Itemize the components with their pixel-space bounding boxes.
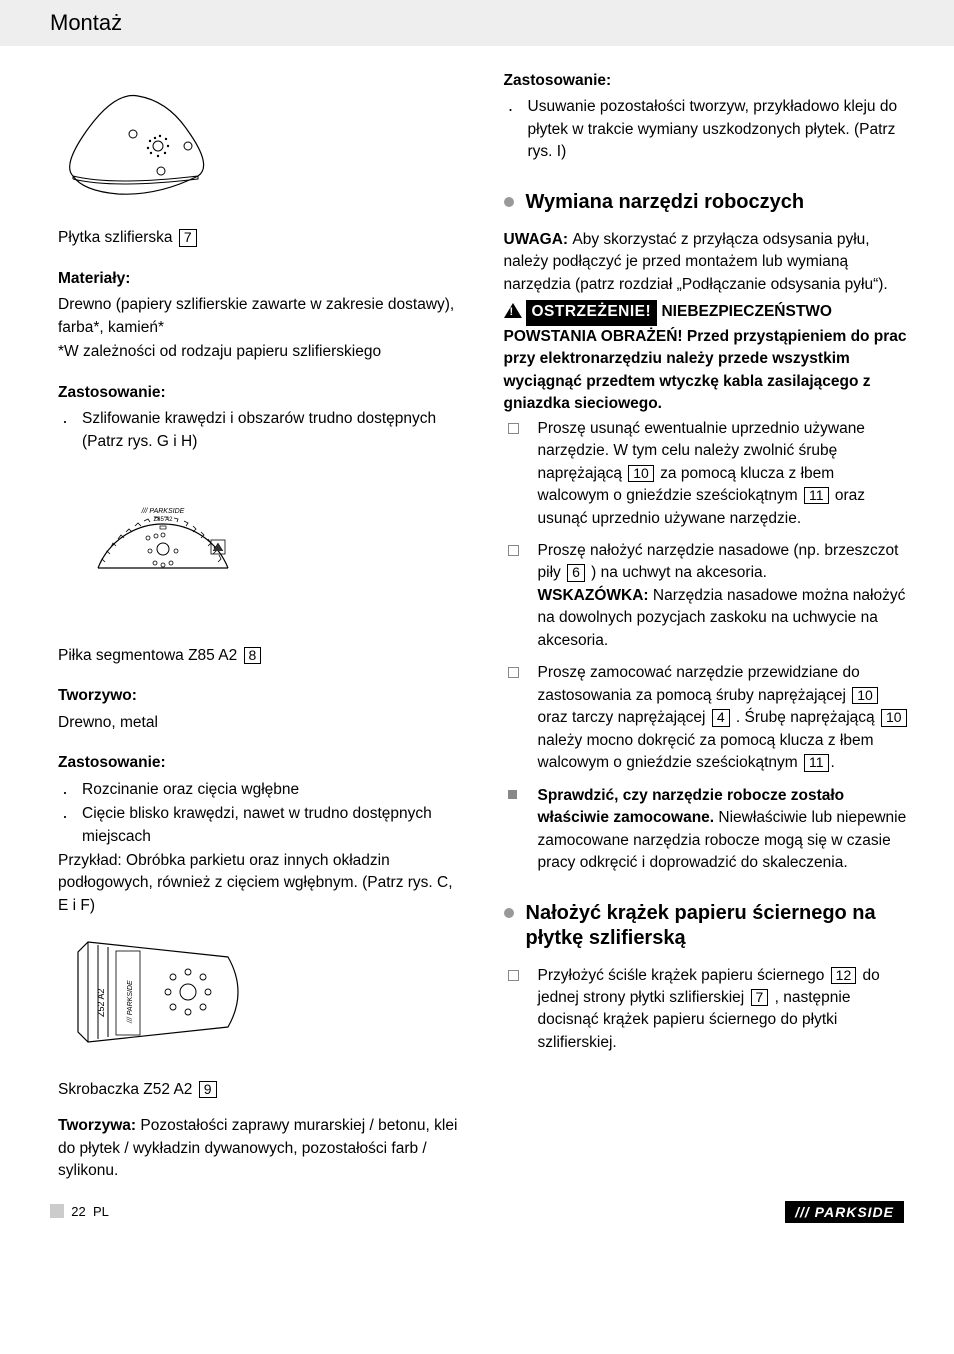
check-list: Sprawdzić, czy narzędzie robocze zostało… bbox=[504, 785, 910, 875]
caption-scraper: Skrobaczka Z52 A2 9 bbox=[58, 1079, 464, 1101]
scraper-model: Z52 A2 bbox=[96, 989, 106, 1018]
ref-10c: 10 bbox=[881, 709, 907, 726]
ref-11a: 11 bbox=[804, 487, 829, 504]
brand-logo: /// PARKSIDE bbox=[785, 1201, 904, 1223]
use1-item1: Szlifowanie krawędzi i obszarów trudno d… bbox=[82, 408, 464, 453]
brand-name: PARKSIDE bbox=[810, 1204, 894, 1220]
tworzywa-label: Tworzywa: bbox=[58, 1117, 140, 1134]
step-3: Proszę zamocować narzędzie przewidziane … bbox=[538, 662, 910, 774]
tworzywa-para: Tworzywa: Pozostałości zaprawy murarskie… bbox=[58, 1115, 464, 1182]
ref-12: 12 bbox=[831, 967, 857, 984]
uwaga-para: UWAGA: Aby skorzystać z przyłącza odsysa… bbox=[504, 229, 910, 296]
section2-title-text: Nałożyć krążek papieru ściernego na płyt… bbox=[526, 901, 910, 951]
page-body: Płytka szlifierska 7 Materiały: Drewno (… bbox=[0, 46, 954, 1195]
uwaga-label: UWAGA: bbox=[504, 231, 573, 248]
ref-6: 6 bbox=[567, 564, 585, 581]
final-list: Przyłożyć ściśle krążek papieru ścierneg… bbox=[504, 965, 910, 1055]
use3-list: Usuwanie pozostałości tworzyw, przykłado… bbox=[504, 96, 910, 163]
brand-slashes: /// bbox=[795, 1204, 810, 1220]
bullet-icon bbox=[504, 197, 514, 207]
use2-list: Rozcinanie oraz cięcia wgłębne Cięcie bl… bbox=[58, 779, 464, 848]
section-title-text: Wymiana narzędzi roboczych bbox=[526, 190, 805, 215]
wskazowka-label: WSKAZÓWKA: bbox=[538, 587, 653, 604]
warning-pill: OSTRZEŻENIE! bbox=[526, 300, 658, 325]
heading-tworzywo: Tworzywo: bbox=[58, 685, 464, 707]
warning-triangle-icon bbox=[504, 303, 522, 318]
brand-mark: /// PARKSIDE bbox=[141, 508, 185, 515]
right-column: Zastosowanie: Usuwanie pozostałości twor… bbox=[504, 66, 910, 1185]
step-2: Proszę nałożyć narzędzie nasadowe (np. b… bbox=[538, 540, 910, 652]
brand-mark-2: /// PARKSIDE bbox=[127, 980, 134, 1024]
ref-9: 9 bbox=[199, 1081, 217, 1098]
heading-use3: Zastosowanie: bbox=[504, 70, 910, 92]
use1-list: Szlifowanie krawędzi i obszarów trudno d… bbox=[58, 408, 464, 453]
materials-line1: Drewno (papiery szlifierskie zawarte w z… bbox=[58, 294, 464, 339]
page-number: 22 bbox=[71, 1204, 85, 1219]
section-tool-change: Wymiana narzędzi roboczych bbox=[504, 190, 910, 215]
page-marker-icon bbox=[50, 1204, 64, 1218]
caption-text-2: Piłka segmentowa Z85 A2 bbox=[58, 647, 242, 664]
caption-sanding-plate: Płytka szlifierska 7 bbox=[58, 227, 464, 249]
ref-4: 4 bbox=[712, 709, 730, 726]
diagram-scraper: Z52 A2 /// PARKSIDE bbox=[58, 927, 464, 1064]
heading-use2: Zastosowanie: bbox=[58, 752, 464, 774]
caption-text-3: Skrobaczka Z52 A2 bbox=[58, 1081, 197, 1098]
ref-10a: 10 bbox=[628, 465, 654, 482]
heading-use1: Zastosowanie: bbox=[58, 382, 464, 404]
page-lang: PL bbox=[93, 1204, 109, 1219]
section-sandpaper: Nałożyć krążek papieru ściernego na płyt… bbox=[504, 901, 910, 951]
diagram-sanding-plate bbox=[58, 76, 464, 213]
final-step: Przyłożyć ściśle krążek papieru ścierneg… bbox=[538, 965, 910, 1055]
ref-11b: 11 bbox=[804, 754, 829, 771]
check-item: Sprawdzić, czy narzędzie robocze zostało… bbox=[538, 785, 910, 875]
tworzywo-text: Drewno, metal bbox=[58, 712, 464, 734]
diagram-segment-saw: /// PARKSIDE Z85 A2 bbox=[78, 463, 464, 630]
header-title: Montaż bbox=[50, 10, 122, 35]
use2-example: Przykład: Obróbka parkietu oraz innych o… bbox=[58, 850, 464, 917]
page-header: Montaż bbox=[0, 0, 954, 46]
model-label: Z85 A2 bbox=[153, 517, 173, 523]
step-1: Proszę usunąć ewentualnie uprzednio używ… bbox=[538, 418, 910, 530]
caption-text: Płytka szlifierska bbox=[58, 229, 177, 246]
heading-materials: Materiały: bbox=[58, 268, 464, 290]
use3-item1: Usuwanie pozostałości tworzyw, przykłado… bbox=[528, 96, 910, 163]
use2-item2: Cięcie blisko krawędzi, nawet w trudno d… bbox=[82, 803, 464, 848]
ref-7: 7 bbox=[179, 229, 197, 246]
page-number-block: 22 PL bbox=[50, 1204, 109, 1219]
caption-segment-saw: Piłka segmentowa Z85 A2 8 bbox=[58, 645, 464, 667]
left-column: Płytka szlifierska 7 Materiały: Drewno (… bbox=[58, 66, 464, 1185]
ref-7b: 7 bbox=[751, 989, 769, 1006]
materials-line2: *W zależności od rodzaju papieru szlifie… bbox=[58, 341, 464, 363]
use2-item1: Rozcinanie oraz cięcia wgłębne bbox=[82, 779, 464, 801]
warning-block: OSTRZEŻENIE! NIEBEZPIECZEŃSTWO POWSTANIA… bbox=[504, 300, 910, 415]
page-footer: 22 PL /// PARKSIDE bbox=[0, 1195, 954, 1237]
ref-8: 8 bbox=[244, 647, 262, 664]
bullet-icon-2 bbox=[504, 908, 514, 918]
ref-10b: 10 bbox=[852, 687, 878, 704]
steps-list: Proszę usunąć ewentualnie uprzednio używ… bbox=[504, 418, 910, 775]
